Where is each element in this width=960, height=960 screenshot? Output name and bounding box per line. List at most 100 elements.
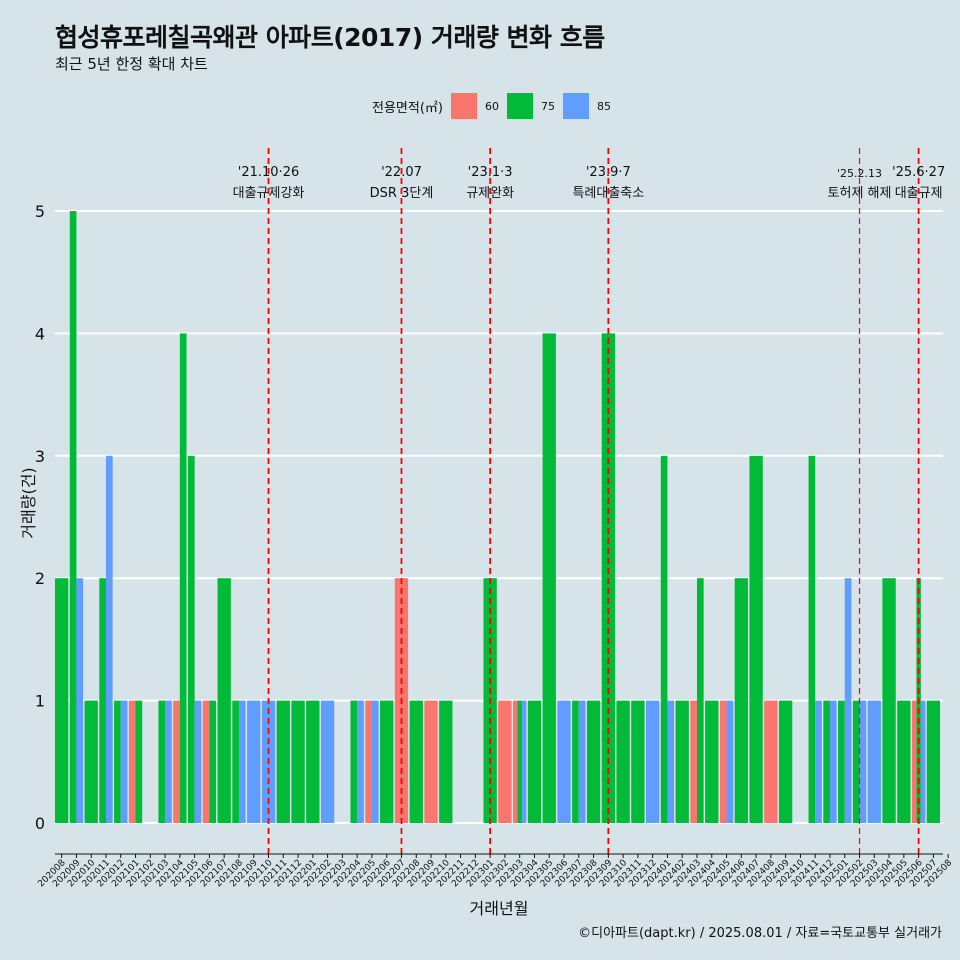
bar-202303-60 <box>513 700 518 823</box>
legend-title: 전용면적(㎡) <box>372 100 443 116</box>
bar-202108-85 <box>238 700 246 823</box>
bar-202201-75 <box>306 700 320 823</box>
annotation-date-202301: '23.1·3 <box>468 165 513 180</box>
bar-202303-75 <box>517 700 522 823</box>
bar-202112-75 <box>291 700 305 823</box>
bar-202506-60 <box>911 700 917 823</box>
annotation-date-202502: '25.2.13 <box>837 167 882 180</box>
bar-202208-75 <box>409 700 423 823</box>
annotation-label-202506: 대출규제 <box>895 186 943 201</box>
bar-202507-75 <box>926 700 941 823</box>
bar-202105-75 <box>187 455 195 823</box>
legend-item-85: 85 <box>562 93 611 119</box>
legend-swatch-75 <box>506 93 533 119</box>
y-tick-label: 4 <box>35 324 45 343</box>
legend-label-60: 60 <box>484 99 499 113</box>
bar-202305-75 <box>542 333 556 823</box>
legend-item-75: 75 <box>506 93 555 119</box>
bar-202105-85 <box>194 700 202 823</box>
y-tick-label: 5 <box>35 202 45 221</box>
bar-202107-75 <box>217 578 231 823</box>
bar-202412-75 <box>823 700 830 823</box>
chart-title: 협성휴포레칠곡왜관 아파트(2017) 거래량 변화 흐름 <box>55 23 605 52</box>
legend-swatch-60 <box>450 93 477 119</box>
annotation-label-202502: 토허제 해제 <box>828 186 892 201</box>
bar-202204-85 <box>357 700 364 823</box>
bar-202501-75 <box>838 700 845 823</box>
bar-202205-60 <box>365 700 372 823</box>
annotation-label-202110: 대출규제강화 <box>233 186 305 201</box>
legend-label-75: 75 <box>540 99 555 113</box>
bar-202206-75 <box>380 700 394 823</box>
source-caption: ©디아파트(dapt.kr) / 2025.08.01 / 자료=국토교통부 실… <box>578 926 942 941</box>
bar-202303-85 <box>521 700 527 823</box>
bar-202204-75 <box>350 700 358 823</box>
y-tick-label: 0 <box>35 814 45 833</box>
bar-202104-75 <box>179 333 187 823</box>
bar-202408-60 <box>764 700 778 823</box>
chart-subtitle: 최근 5년 한정 확대 차트 <box>55 55 208 73</box>
bar-202401-85 <box>667 700 675 823</box>
bar-202010-75 <box>84 700 98 823</box>
bar-202302-60 <box>498 700 512 823</box>
bar-202106-60 <box>202 700 210 823</box>
bar-202308-75 <box>586 700 601 823</box>
annotation-date-202110: '21.10·26 <box>238 165 299 180</box>
bar-202403-60 <box>690 700 697 823</box>
bar-202311-75 <box>631 700 645 823</box>
annotations: '21.10·26 대출규제강화 '22.07 DSR 3단계 '23.1·3 규제완화 '… <box>233 148 945 854</box>
bar-202101-60 <box>128 700 136 823</box>
bar-202205-85 <box>371 700 379 823</box>
bar-202406-75 <box>734 578 748 823</box>
y-tick-label: 3 <box>35 447 45 466</box>
y-tick-label: 1 <box>35 692 45 711</box>
bar-202101-75 <box>135 700 143 823</box>
bar-202402-75 <box>675 700 689 823</box>
x-axis-title: 거래년월 <box>470 899 529 918</box>
bar-202103-75 <box>158 700 166 823</box>
bars <box>55 211 941 823</box>
bar-202304-75 <box>527 700 542 823</box>
bar-202012-75 <box>114 700 121 823</box>
annotation-label-202301: 규제완화 <box>466 186 514 201</box>
annotation-date-202309: '23.9·7 <box>586 165 631 180</box>
annotation-date-202207: '22.07 <box>381 165 422 180</box>
bar-202106-75 <box>209 700 217 823</box>
annotation-label-202207: DSR 3단계 <box>370 186 434 201</box>
bar-202109-85 <box>247 700 261 823</box>
bar-202210-75 <box>439 700 453 823</box>
y-axis-title: 거래량(건) <box>19 467 38 538</box>
bar-202405-85 <box>726 700 734 823</box>
legend-swatch-85 <box>562 93 589 119</box>
bar-202104-60 <box>173 700 180 823</box>
annotation-date-202506: '25.6·27 <box>892 165 945 180</box>
bar-202401-75 <box>660 455 668 823</box>
legend-item-60: 60 <box>450 93 499 119</box>
bar-202407-75 <box>749 455 763 823</box>
bar-202505-75 <box>897 700 911 823</box>
bar-202506-85 <box>920 700 926 823</box>
bar-202504-75 <box>882 578 896 823</box>
bar-202009-75 <box>69 211 77 823</box>
bar-202108-75 <box>232 700 239 823</box>
bar-202103-85 <box>165 700 172 823</box>
bar-202009-85 <box>76 578 84 823</box>
bar-202405-60 <box>719 700 727 823</box>
legend-label-85: 85 <box>596 99 611 113</box>
bar-202411-85 <box>815 700 822 823</box>
bar-202012-85 <box>120 700 128 823</box>
bar-202011-75 <box>99 578 106 823</box>
legend: 전용면적(㎡) 60 75 85 <box>372 93 619 119</box>
bar-202202-85 <box>320 700 335 823</box>
axes: 012345거래량(건)2020082020092020102020112020… <box>19 202 954 918</box>
bar-202011-85 <box>105 455 113 823</box>
bar-202111-75 <box>276 700 290 823</box>
bar-202404-75 <box>705 700 719 823</box>
bar-202503-85 <box>867 700 881 823</box>
annotation-label-202309: 특례대출축소 <box>572 186 644 201</box>
bar-202312-85 <box>646 700 660 823</box>
bar-202502-85 <box>859 700 867 823</box>
bar-202209-60 <box>424 700 438 823</box>
bar-202502-75 <box>852 700 860 823</box>
